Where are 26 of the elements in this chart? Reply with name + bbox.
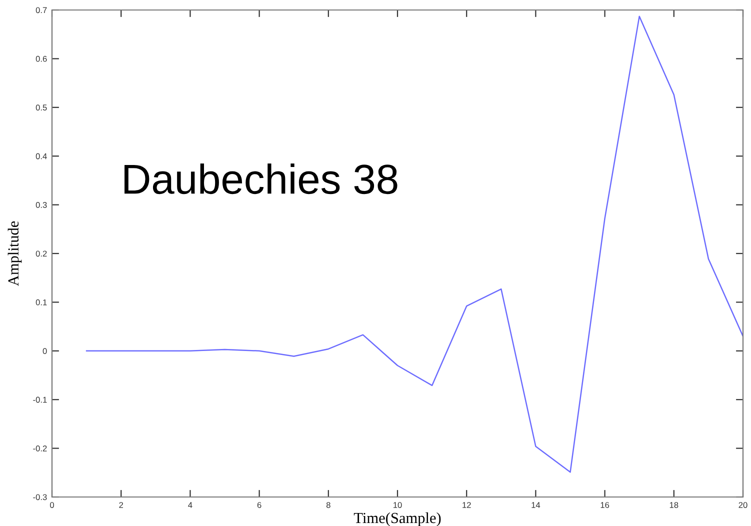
x-tick-label: 14	[532, 502, 540, 508]
y-tick-label: 0.7	[36, 7, 47, 14]
x-tick-label: 10	[394, 502, 402, 508]
y-tick-label: 0.6	[36, 56, 47, 62]
x-tick-label: 12	[462, 502, 471, 508]
y-tick-label: -0.3	[33, 494, 47, 500]
x-axis-title: Time(Sample)	[354, 512, 441, 526]
line-series	[86, 16, 743, 473]
y-tick-label: 0.1	[36, 299, 47, 306]
x-tick-label: 18	[670, 502, 678, 508]
x-tick-label: 2	[119, 502, 123, 508]
y-tick-label: 0	[42, 348, 47, 354]
y-tick-label: 0.4	[36, 153, 47, 160]
annotation: Daubechies 38	[124, 163, 398, 194]
x-tick-label: 16	[600, 502, 610, 508]
x-tick-label: 8	[326, 502, 330, 508]
y-tick-label: -0.1	[33, 396, 47, 403]
x-tick-label: 0	[50, 502, 54, 508]
y-tick-label: 0.3	[36, 202, 47, 208]
y-axis-title: Amplitude	[8, 221, 22, 286]
y-tick-label: 0.5	[36, 104, 47, 110]
y-tick-label: 0.2	[36, 250, 47, 257]
x-tick-label: 4	[188, 502, 192, 508]
y-tick-label: -0.2	[33, 446, 47, 452]
x-tick-label: 6	[257, 502, 262, 508]
x-tick-label: 20	[738, 502, 748, 508]
